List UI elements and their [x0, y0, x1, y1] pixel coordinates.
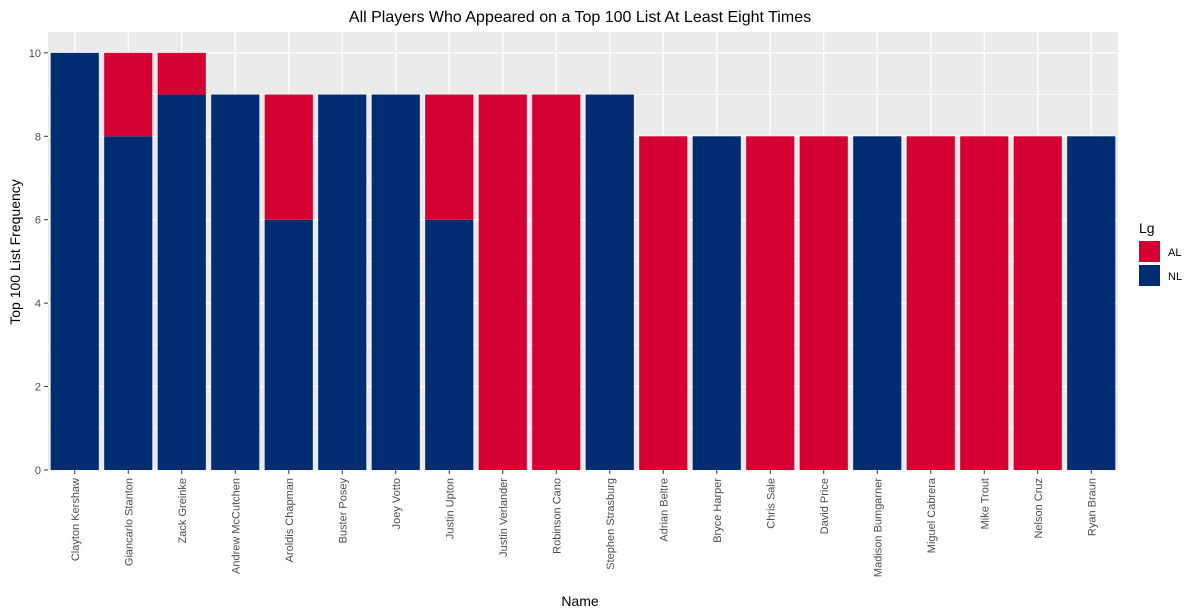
bar-al — [799, 136, 848, 471]
y-tick-label: 6 — [35, 215, 41, 227]
bar-nl — [50, 52, 99, 470]
y-tick-label: 2 — [35, 382, 41, 394]
bar-al — [425, 94, 474, 220]
bar-nl — [318, 94, 367, 471]
x-tick-label: Zack Greinke — [177, 478, 189, 543]
x-axis-title: Name — [561, 593, 599, 609]
y-tick-label: 8 — [35, 131, 41, 143]
legend-key-al — [1139, 241, 1160, 262]
x-tick-label: Adrian Beltre — [658, 478, 670, 542]
x-tick-label: Justin Upton — [444, 478, 456, 539]
legend-label-al: AL — [1168, 247, 1181, 259]
bar-al — [639, 136, 688, 471]
x-tick-label: Aroldis Chapman — [284, 478, 296, 562]
x-tick-label: Clayton Kershaw — [70, 478, 82, 561]
bar-al — [104, 52, 153, 137]
bar-al — [478, 94, 527, 471]
legend-key-nl — [1139, 265, 1160, 286]
bar-al — [157, 52, 206, 95]
bar-nl — [371, 94, 420, 471]
bar-al — [746, 136, 795, 471]
legend-label-nl: NL — [1168, 271, 1182, 283]
x-tick-label: Mike Trout — [979, 478, 991, 529]
x-tick-label: Giancarlo Stanton — [123, 478, 135, 566]
x-tick-label: Andrew McCutchen — [230, 478, 242, 574]
x-tick-label: Buster Posey — [337, 478, 349, 544]
bar-nl — [585, 94, 634, 471]
x-tick-label: Madison Bumgarner — [872, 478, 884, 577]
bar-nl — [853, 136, 902, 471]
x-tick-label: Bryce Harper — [712, 478, 724, 543]
x-tick-label: Ryan Braun — [1086, 478, 1098, 536]
x-tick-label: Stephen Strasburg — [605, 478, 617, 570]
x-tick-label: Robinson Cano — [551, 478, 563, 554]
y-tick-label: 10 — [29, 48, 41, 60]
x-tick-label: Nelson Cruz — [1033, 478, 1045, 539]
x-tick-label: David Price — [819, 478, 831, 534]
bar-al — [532, 94, 581, 471]
bar-nl — [104, 136, 153, 471]
bar-nl — [425, 219, 474, 470]
x-tick-label: Justin Verlander — [498, 478, 510, 557]
legend-title: Lg — [1139, 220, 1155, 236]
bar-al — [906, 136, 955, 471]
bar-nl — [157, 94, 206, 471]
bar-nl — [211, 94, 260, 471]
x-tick-label: Chris Sale — [765, 478, 777, 529]
legend: Lg AL NL — [1139, 220, 1182, 286]
bar-nl — [264, 219, 313, 470]
y-axis-title: Top 100 List Frequency — [7, 179, 23, 325]
bar-al — [1013, 136, 1062, 471]
chart-title: All Players Who Appeared on a Top 100 Li… — [349, 9, 811, 26]
y-tick-label: 0 — [35, 465, 41, 477]
x-tick-label: Miguel Cabrera — [926, 477, 938, 553]
bar-nl — [692, 136, 741, 471]
plot-panel — [48, 32, 1118, 470]
y-axis: 0 2 4 6 8 10 — [29, 48, 48, 477]
y-tick-label: 4 — [35, 298, 41, 310]
bar-nl — [1067, 136, 1116, 471]
x-axis: Clayton Kershaw Giancarlo Stanton Zack Gre… — [70, 470, 1098, 577]
bar-al — [960, 136, 1009, 471]
x-tick-label: Joey Votto — [391, 478, 403, 529]
bars — [50, 52, 1116, 471]
bar-al — [264, 94, 313, 220]
